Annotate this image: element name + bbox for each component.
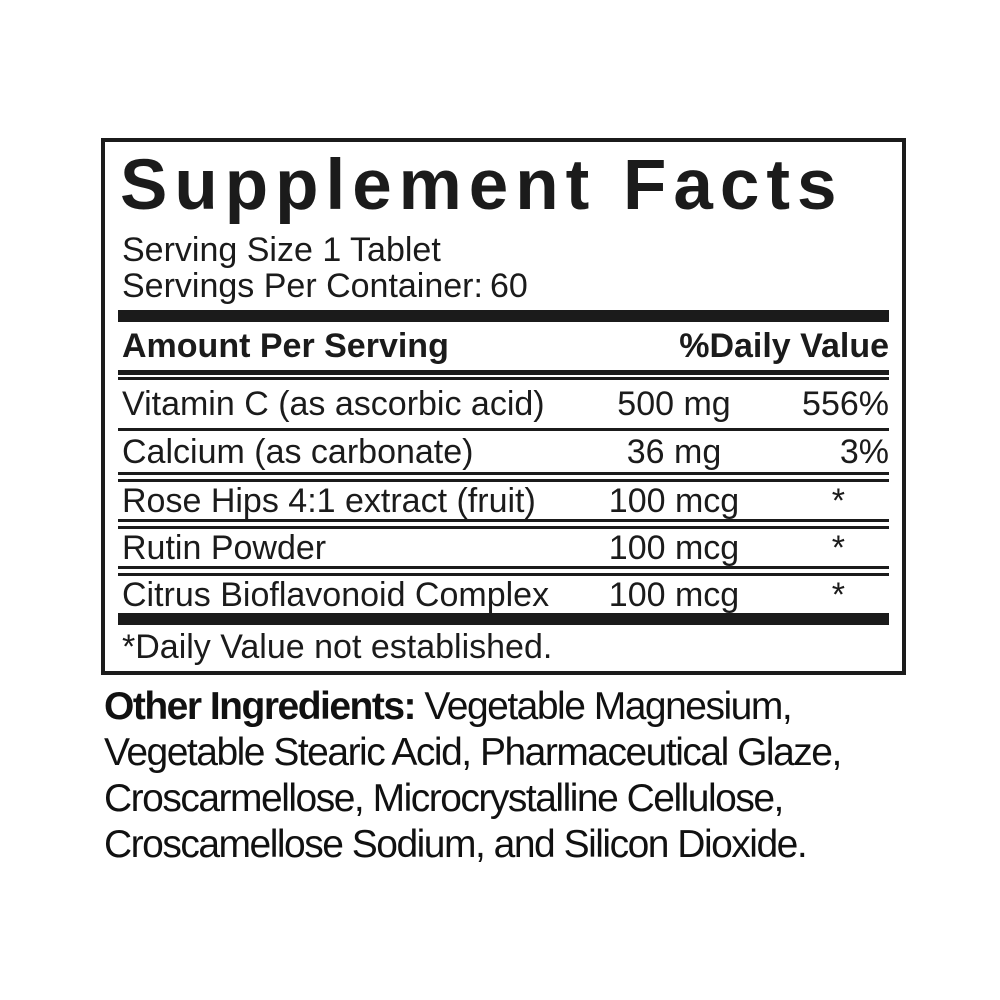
servings-per-container-label: Servings Per Container:	[122, 267, 483, 305]
ingredient-daily-value-asterisk: *	[831, 482, 845, 520]
ingredient-amount: 36 mg	[626, 432, 722, 471]
table-header-row: Amount Per Serving %Daily Value	[118, 322, 889, 370]
column-header-daily-value: %Daily Value	[679, 327, 889, 365]
table-row-rutin-powder: Rutin Powder 100 mcg *	[118, 528, 889, 567]
ingredient-name: Vitamin C (as ascorbic acid)	[122, 385, 545, 423]
divider-double-heavy	[118, 370, 889, 380]
other-ingredients-text: Vegetable Magnesium,	[424, 685, 792, 728]
ingredient-amount: 100 mcg	[608, 481, 740, 520]
ingredient-name: Rutin Powder	[122, 528, 327, 567]
other-ingredients-paragraph: Other Ingredients: Vegetable Magnesium, …	[104, 684, 904, 868]
other-ingredients-line: Croscarmellose, Microcrystalline Cellulo…	[104, 777, 784, 820]
other-ingredients-label: Other Ingredients:	[104, 685, 417, 728]
divider-heavy-top	[118, 310, 889, 322]
other-ingredients-line: Croscamellose Sodium, and Silicon Dioxid…	[104, 823, 808, 866]
ingredient-name: Calcium (as carbonate)	[122, 432, 474, 471]
column-header-amount-per-serving: Amount Per Serving	[122, 327, 449, 365]
daily-value-footnote: *Daily Value not established.	[122, 627, 553, 666]
ingredient-daily-value: 3%	[839, 432, 889, 471]
divider-heavy-bottom	[118, 613, 889, 625]
servings-per-container-line: Servings Per Container: 60	[122, 268, 889, 304]
serving-size-line: Serving Size 1 Tablet	[122, 231, 441, 269]
ingredient-amount: 100 mcg	[608, 575, 740, 614]
ingredient-name: Citrus Bioflavonoid Complex	[122, 575, 550, 614]
divider-double	[118, 566, 889, 576]
table-row-rose-hips: Rose Hips 4:1 extract (fruit) 100 mcg *	[118, 481, 889, 520]
panel-title: Supplement Facts	[120, 146, 844, 225]
table-row-calcium: Calcium (as carbonate) 36 mg 3%	[118, 431, 889, 472]
other-ingredients-line: Other Ingredients: Vegetable Magnesium,	[104, 684, 904, 730]
ingredient-daily-value-asterisk: *	[831, 576, 845, 614]
ingredient-amount: 100 mcg	[608, 528, 740, 567]
table-row-citrus-bioflavonoid: Citrus Bioflavonoid Complex 100 mcg *	[118, 575, 889, 614]
table-row-vitamin-c: Vitamin C (as ascorbic acid) 500 mg 556%	[118, 380, 889, 428]
ingredient-amount: 500 mg	[617, 385, 731, 423]
servings-per-container-value: 60	[489, 267, 528, 305]
divider-single	[118, 428, 889, 431]
divider-double	[118, 519, 889, 529]
supplement-facts-panel: Supplement Facts Serving Size 1 Tablet S…	[101, 138, 906, 675]
ingredient-daily-value: 556%	[802, 385, 889, 423]
ingredient-name: Rose Hips 4:1 extract (fruit)	[122, 481, 536, 520]
ingredient-daily-value-asterisk: *	[831, 529, 845, 567]
other-ingredients-line: Vegetable Stearic Acid, Pharmaceutical G…	[104, 731, 842, 774]
divider-double	[118, 472, 889, 482]
